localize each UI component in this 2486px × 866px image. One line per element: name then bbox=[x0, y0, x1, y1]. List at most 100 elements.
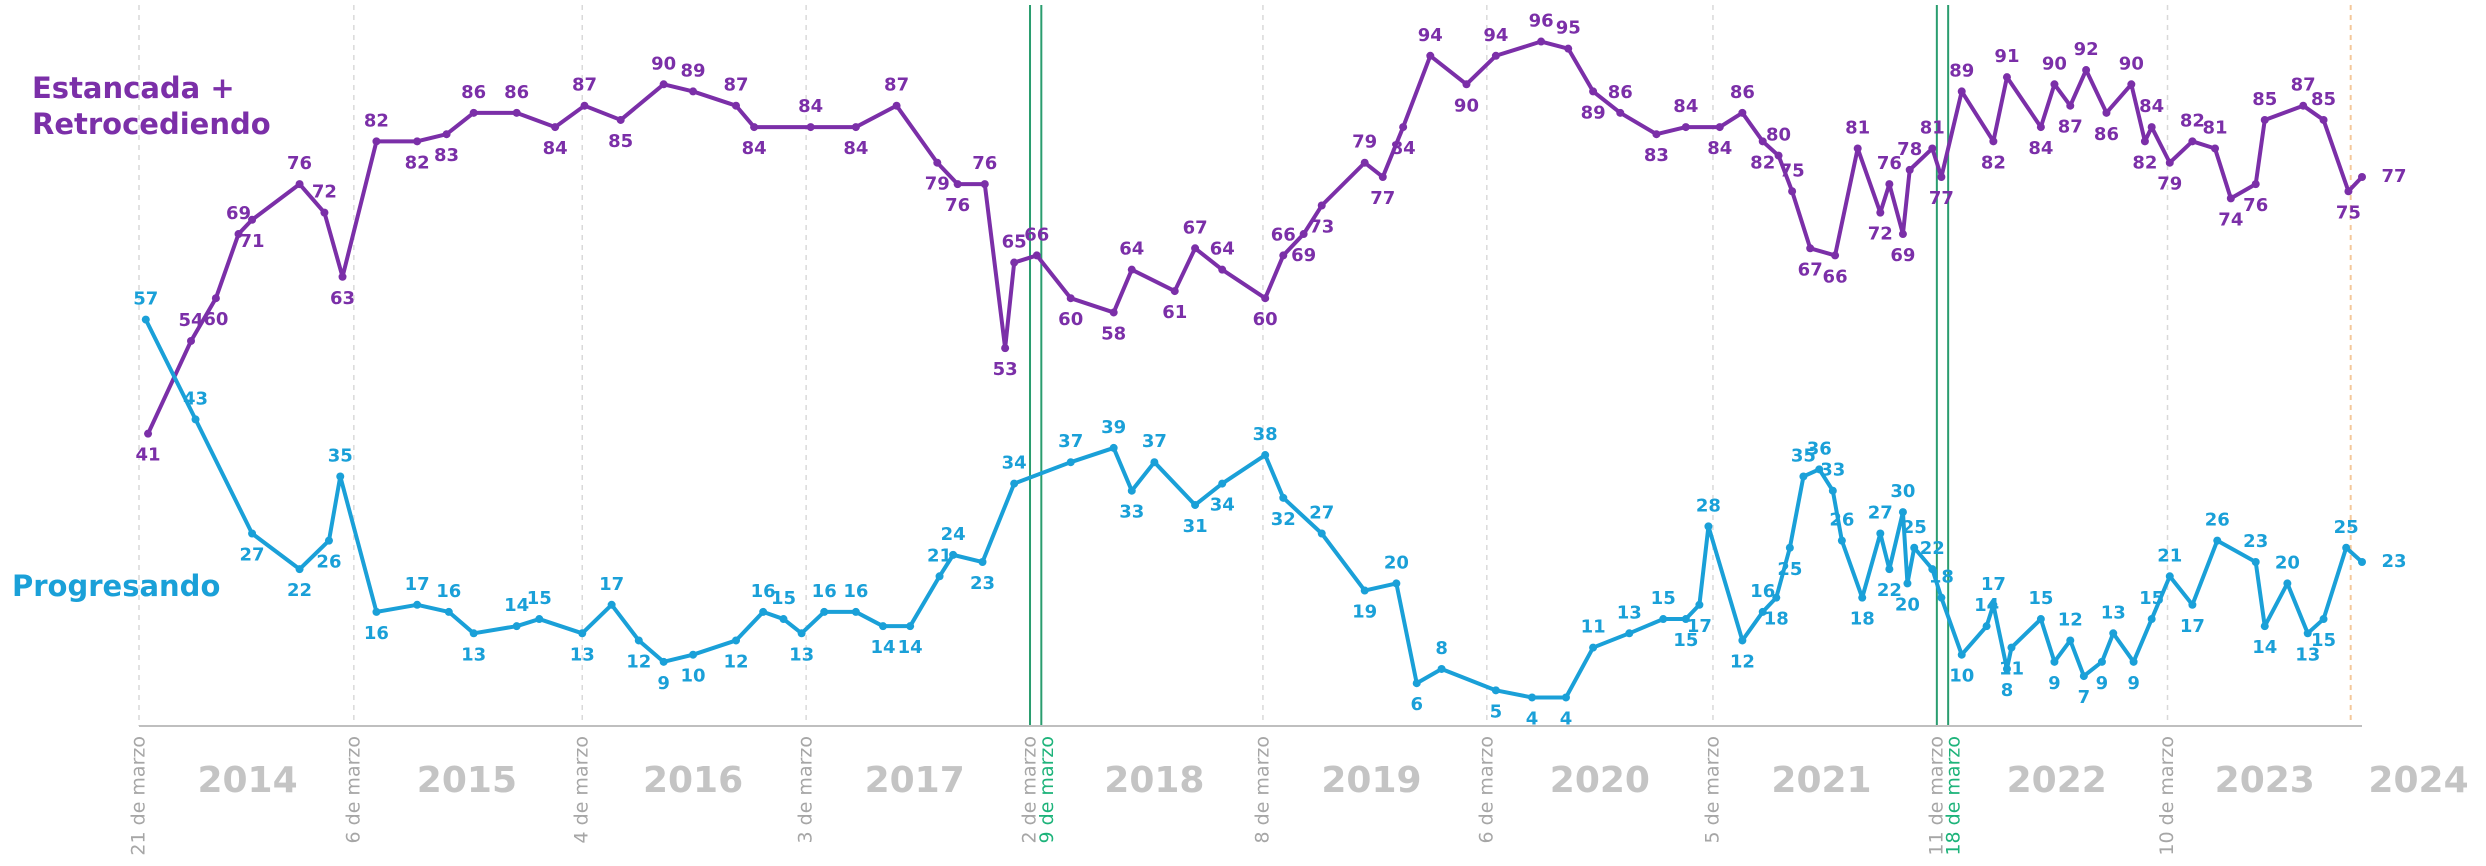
data-label: 86 bbox=[1730, 82, 1755, 103]
year-label: 2015 bbox=[417, 760, 517, 801]
point bbox=[906, 622, 915, 631]
data-label: 87 bbox=[884, 75, 909, 96]
point bbox=[2213, 536, 2222, 545]
point bbox=[1491, 686, 1500, 695]
data-label: 19 bbox=[1352, 602, 1377, 623]
point bbox=[1127, 486, 1136, 495]
point bbox=[2358, 172, 2366, 181]
point bbox=[1561, 693, 1570, 702]
year-label: 2022 bbox=[2007, 760, 2107, 801]
data-label: 21 bbox=[927, 545, 952, 566]
data-label: 87 bbox=[2058, 117, 2083, 138]
data-label: 60 bbox=[1058, 309, 1083, 330]
point bbox=[1392, 579, 1401, 588]
data-label: 84 bbox=[1707, 138, 1732, 159]
point bbox=[879, 622, 888, 631]
data-label: 82 bbox=[405, 152, 430, 173]
point bbox=[1010, 479, 1019, 488]
year-label: 2021 bbox=[1771, 760, 1871, 801]
point bbox=[1066, 294, 1075, 303]
data-label: 66 bbox=[1823, 266, 1848, 287]
point bbox=[2319, 115, 2328, 124]
data-label: 14 bbox=[504, 595, 529, 616]
data-label: 79 bbox=[1352, 132, 1377, 153]
x-tick-label: 9 de marzo bbox=[1036, 736, 1058, 843]
data-label: 96 bbox=[1529, 11, 1554, 32]
data-label: 35 bbox=[1791, 445, 1816, 466]
data-label: 13 bbox=[461, 644, 486, 665]
point bbox=[2147, 615, 2156, 624]
point bbox=[1360, 586, 1369, 595]
point bbox=[1898, 230, 1907, 239]
point bbox=[2283, 579, 2292, 588]
data-label: 72 bbox=[312, 182, 337, 203]
data-label: 87 bbox=[572, 75, 597, 96]
point bbox=[2066, 101, 2075, 110]
x-tick-label: 8 de marzo bbox=[1251, 736, 1273, 843]
point bbox=[2251, 558, 2260, 567]
point bbox=[659, 657, 668, 666]
data-label: 90 bbox=[1454, 95, 1479, 116]
data-label: 86 bbox=[1608, 82, 1633, 103]
point bbox=[372, 607, 381, 616]
point bbox=[248, 529, 257, 538]
data-label: 15 bbox=[2311, 630, 2336, 651]
point bbox=[1774, 151, 1783, 160]
point bbox=[949, 550, 958, 559]
point bbox=[851, 607, 860, 616]
point bbox=[2140, 137, 2149, 146]
point bbox=[2066, 636, 2075, 645]
data-label: 64 bbox=[1210, 239, 1235, 260]
data-label: 12 bbox=[626, 651, 651, 672]
data-label: 82 bbox=[364, 110, 389, 131]
point bbox=[2147, 123, 2156, 132]
data-label: 20 bbox=[2275, 552, 2300, 573]
point bbox=[1218, 265, 1227, 274]
year-label: 2014 bbox=[197, 760, 297, 801]
data-label: 13 bbox=[2101, 602, 2126, 623]
point bbox=[2050, 80, 2059, 89]
point bbox=[1828, 486, 1837, 495]
point bbox=[759, 607, 768, 616]
point bbox=[2303, 629, 2312, 638]
data-label: 34 bbox=[1210, 495, 1235, 516]
x-tick-label: 4 de marzo bbox=[571, 736, 593, 843]
data-label: 17 bbox=[599, 574, 624, 595]
data-label: 64 bbox=[1119, 239, 1144, 260]
data-label: 27 bbox=[1868, 502, 1893, 523]
data-label: 20 bbox=[1895, 594, 1920, 615]
point bbox=[1528, 693, 1537, 702]
data-label: 12 bbox=[1730, 651, 1755, 672]
point bbox=[1360, 158, 1369, 167]
data-label: 77 bbox=[1929, 188, 1954, 209]
data-label: 90 bbox=[651, 53, 676, 74]
point bbox=[1853, 144, 1862, 153]
point bbox=[2319, 615, 2328, 624]
point bbox=[2358, 558, 2366, 567]
series-line bbox=[143, 318, 2364, 700]
point bbox=[2036, 123, 2045, 132]
data-label: 13 bbox=[2295, 644, 2320, 665]
point bbox=[1957, 87, 1966, 96]
data-label: 32 bbox=[1271, 509, 1296, 530]
x-tick-label: 5 de marzo bbox=[1701, 736, 1723, 843]
point bbox=[689, 650, 698, 659]
data-label: 86 bbox=[2094, 124, 2119, 145]
data-label: 54 bbox=[178, 310, 203, 331]
point bbox=[2299, 101, 2308, 110]
point bbox=[1928, 144, 1937, 153]
data-label: 71 bbox=[240, 231, 265, 252]
point bbox=[1815, 465, 1824, 474]
data-label: 15 bbox=[771, 588, 796, 609]
point bbox=[512, 108, 521, 117]
data-label: 8 bbox=[1435, 638, 1448, 659]
point bbox=[1109, 308, 1118, 317]
legend-label: Progresando bbox=[12, 569, 221, 603]
data-label: 82 bbox=[2180, 110, 2205, 131]
point bbox=[551, 123, 560, 132]
data-label: 11 bbox=[1581, 617, 1606, 638]
point bbox=[578, 629, 587, 638]
data-label: 76 bbox=[972, 153, 997, 174]
data-label: 4 bbox=[1560, 708, 1573, 729]
